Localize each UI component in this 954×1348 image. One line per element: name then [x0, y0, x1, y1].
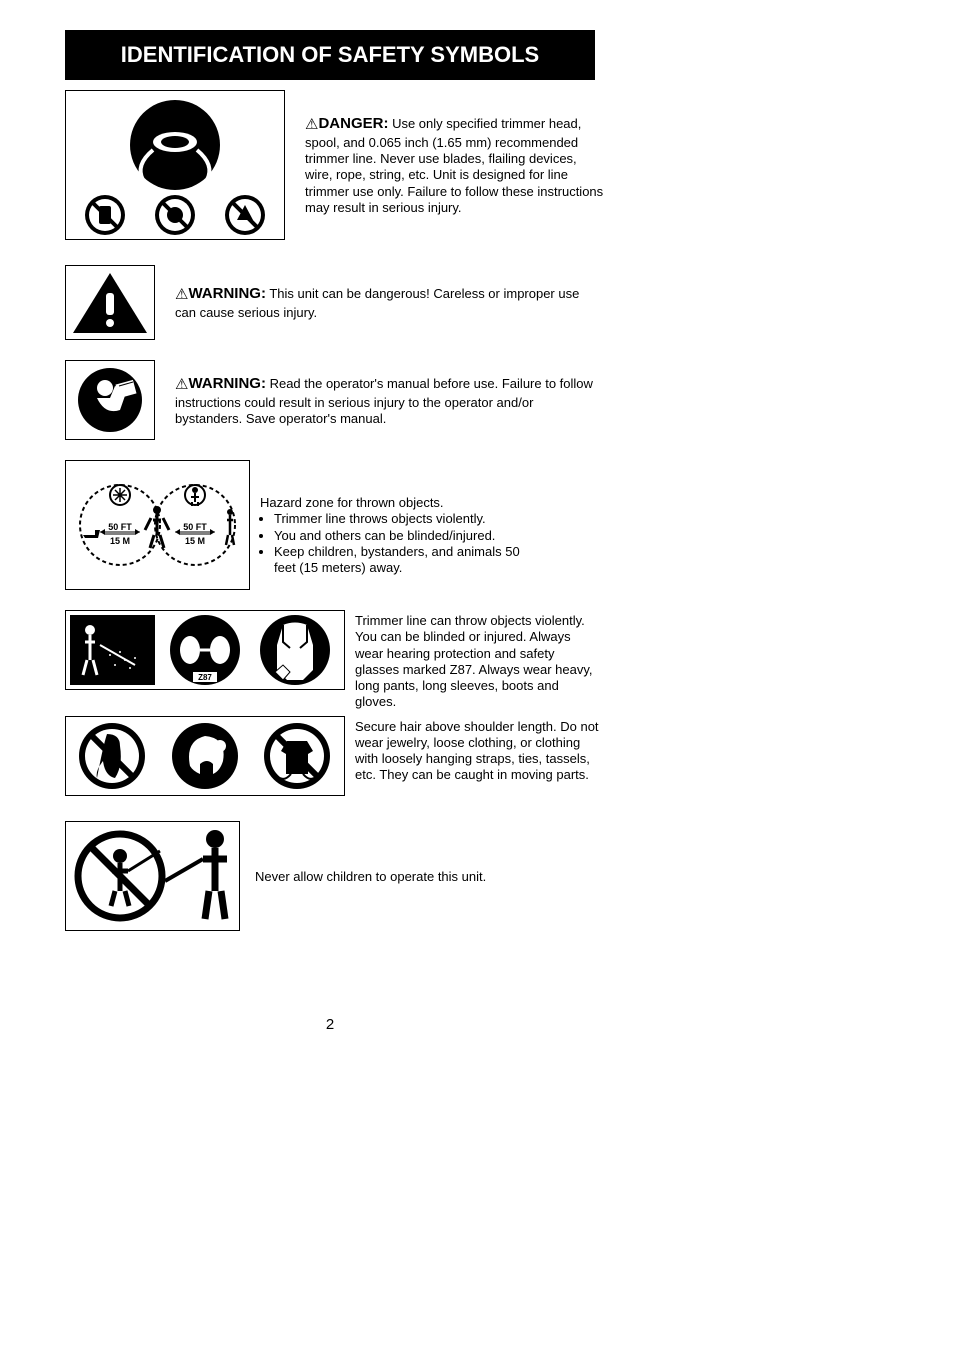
hair-icon-group [65, 716, 345, 801]
hazard-zone-icon: 50 FT 15 M 50 FT 15 M [65, 460, 250, 595]
alert-icon: ⚠ [175, 286, 188, 303]
page-title-bar: IDENTIFICATION OF SAFETY SYMBOLS [65, 30, 595, 80]
hazard-zone-text: Hazard zone for thrown objects. Trimmer … [260, 495, 540, 576]
z87-label: Z87 [198, 673, 212, 682]
hazard-zone-row: 50 FT 15 M 50 FT 15 M Hazard zone for th… [65, 460, 605, 595]
warning2-prefix: WARNING: [188, 375, 266, 392]
danger-text: ⚠DANGER: Use only specified trimmer head… [305, 115, 605, 216]
trimmer-head-icon [65, 90, 285, 245]
warning2-text: ⚠WARNING: Read the operator's manual bef… [175, 375, 595, 427]
dist-m-label-1: 15 M [110, 536, 130, 546]
dist-m-label-2: 15 M [185, 536, 205, 546]
hair-row: Secure hair above shoulder length. Do no… [65, 716, 605, 801]
content-area: ⚠DANGER: Use only specified trimmer head… [65, 90, 605, 936]
children-row: Never allow children to operate this uni… [65, 821, 605, 936]
warning1-text: ⚠WARNING: This unit can be dangerous! Ca… [175, 285, 595, 321]
manual-page: IDENTIFICATION OF SAFETY SYMBOLS [0, 0, 954, 1348]
hazard-bullet: Trimmer line throws objects violently. [274, 511, 540, 527]
dist-ft-label-2: 50 FT [183, 522, 207, 532]
alert-icon: ⚠ [305, 116, 318, 133]
ppe-text: Trimmer line can throw objects violently… [355, 613, 600, 711]
hazard-intro: Hazard zone for thrown objects. [260, 495, 540, 511]
hair-text: Secure hair above shoulder length. Do no… [355, 719, 600, 784]
ppe-icon-group: Z87 [65, 610, 345, 695]
danger-row: ⚠DANGER: Use only specified trimmer head… [65, 90, 605, 245]
ppe-row: Z87 Trimmer line can throw objects viole… [65, 610, 605, 711]
hazard-bullet: Keep children, bystanders, and animals 5… [274, 544, 540, 577]
alert-icon: ⚠ [175, 376, 188, 393]
warning1-row: ⚠WARNING: This unit can be dangerous! Ca… [65, 265, 605, 345]
warning2-row: ⚠WARNING: Read the operator's manual bef… [65, 360, 605, 445]
read-manual-icon [65, 360, 155, 445]
hazard-bullet: You and others can be blinded/injured. [274, 528, 540, 544]
warning1-prefix: WARNING: [188, 285, 266, 302]
children-text: Never allow children to operate this uni… [255, 869, 585, 885]
danger-triangle-icon [65, 265, 155, 345]
page-title: IDENTIFICATION OF SAFETY SYMBOLS [121, 42, 539, 67]
dist-ft-label-1: 50 FT [108, 522, 132, 532]
danger-prefix: DANGER: [318, 115, 388, 132]
page-number: 2 [0, 1016, 660, 1033]
no-children-icon [65, 821, 240, 936]
hazard-bullets: Trimmer line throws objects violently. Y… [260, 511, 540, 576]
